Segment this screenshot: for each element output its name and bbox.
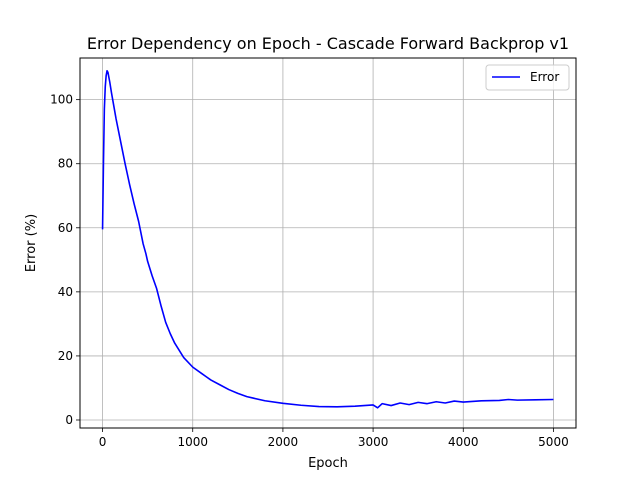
legend-box	[485, 64, 570, 91]
series-layer	[101, 70, 554, 409]
series-line-error	[101, 70, 554, 409]
x-tick-label: 2000	[268, 435, 299, 449]
y-tick-label: 20	[58, 349, 73, 363]
y-tick-label: 0	[65, 413, 73, 427]
x-tick-label: 5000	[538, 435, 569, 449]
legend: Error	[485, 64, 570, 91]
y-tick-label: 40	[58, 285, 73, 299]
y-tick-label: 100	[50, 93, 73, 107]
y-axis-label: Error (%)	[24, 214, 39, 272]
y-axis: 0 20 40 60 80 100	[50, 93, 80, 427]
y-tick-label: 60	[58, 221, 73, 235]
x-tick-label: 4000	[448, 435, 479, 449]
x-tick-label: 3000	[358, 435, 389, 449]
x-tick-label: 0	[99, 435, 107, 449]
axes-frame	[79, 57, 577, 429]
legend-label: Error	[530, 70, 559, 84]
x-axis: 0 1000 2000 3000 4000 5000	[99, 428, 569, 449]
x-tick-label: 1000	[177, 435, 208, 449]
plot-area	[101, 70, 554, 409]
grid	[80, 58, 576, 428]
x-axis-label: Epoch	[308, 456, 348, 471]
y-tick-label: 80	[58, 157, 73, 171]
chart-title: Error Dependency on Epoch - Cascade Forw…	[87, 34, 569, 53]
